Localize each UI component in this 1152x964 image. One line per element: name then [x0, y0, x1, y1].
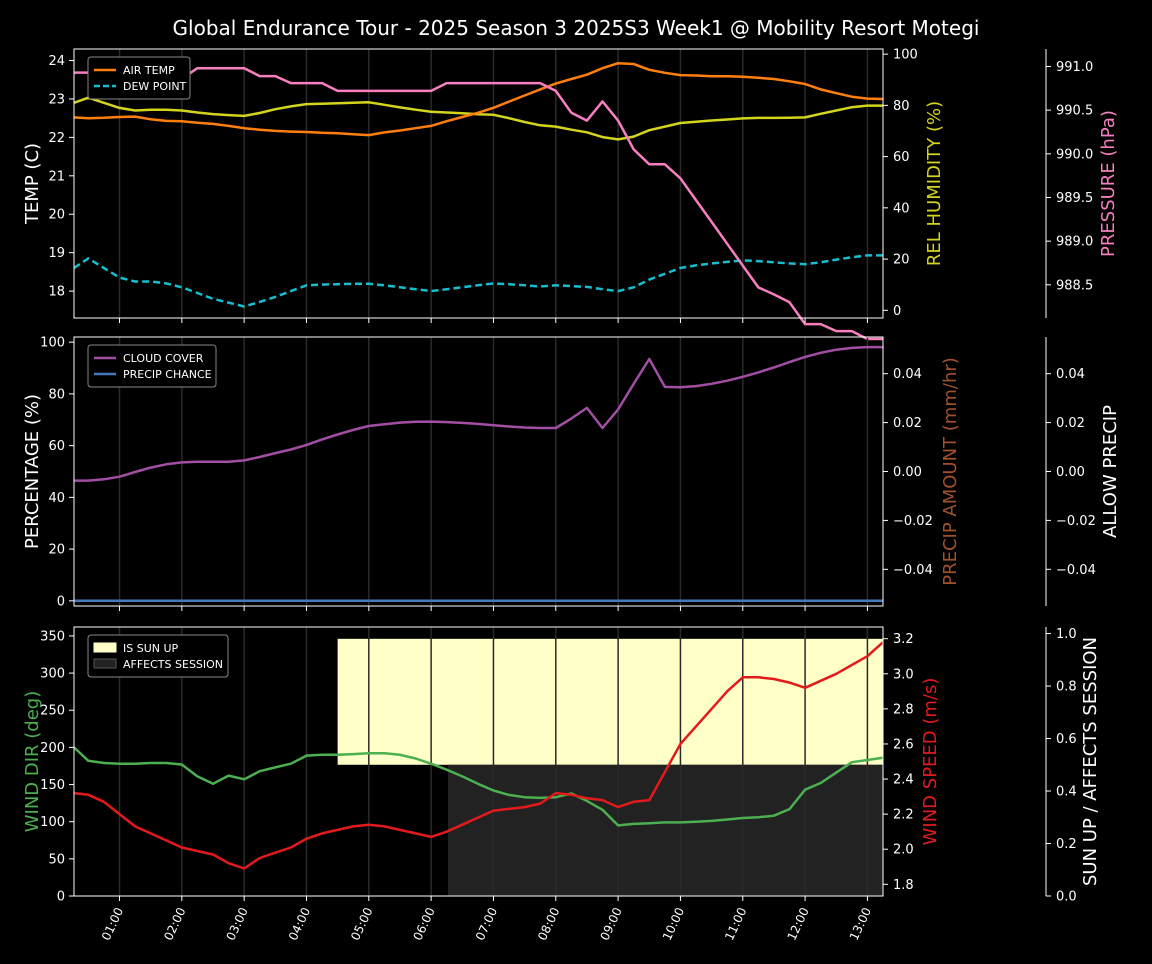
- y2-axis-title: REL HUMIDITY (%): [924, 101, 945, 266]
- y2-tick-label: 3.0: [893, 667, 914, 682]
- y2-tick-label: 989.5: [1056, 191, 1093, 206]
- y2-tick-label: 0.02: [1056, 416, 1085, 431]
- humidity-line: [73, 96, 883, 141]
- y2-tick-label: 80: [893, 99, 910, 114]
- y2-tick-label: −0.04: [1056, 563, 1096, 578]
- y2-tick-label: 40: [893, 201, 910, 216]
- legend-label: DEW POINT: [123, 80, 187, 93]
- y-tick-label: 300: [40, 667, 65, 682]
- y2-tick-label: 0.2: [1056, 837, 1077, 852]
- legend-label: CLOUD COVER: [123, 352, 204, 365]
- y2-tick-label: 1.0: [1056, 627, 1077, 642]
- y2-tick-label: −0.02: [1056, 514, 1096, 529]
- y2-tick-label: 2.4: [893, 773, 914, 788]
- y2-tick-label: 990.0: [1056, 147, 1093, 162]
- y-tick-label: 40: [48, 491, 65, 506]
- y-tick-label: 19: [48, 246, 65, 261]
- y2-tick-label: 0.8: [1056, 680, 1077, 695]
- y-tick-label: 0: [57, 594, 65, 609]
- wind-speed-line: [73, 641, 884, 870]
- y2-tick-label: 991.0: [1056, 60, 1093, 75]
- y-tick-label: 100: [40, 815, 65, 830]
- y-tick-label: 23: [48, 92, 65, 107]
- precipitation-panel: 0 20 40 60 80 100 PERCENTAGE (%) −0.04 −0.02 0.00…: [22, 336, 1121, 611]
- y2-tick-label: 989.0: [1056, 235, 1093, 250]
- temperature-panel: 18 19 20 21 22 23 24 TEMP (C) 0 20 40 60 80 100 REL HU…: [22, 48, 1119, 341]
- y-tick-label: 50: [48, 852, 65, 867]
- y2-tick-label: 0.6: [1056, 732, 1077, 747]
- chart-title: Global Endurance Tour - 2025 Season 3 20…: [173, 16, 980, 40]
- y-axis-title: PERCENTAGE (%): [22, 394, 43, 549]
- y2-tick-label: 20: [893, 253, 910, 268]
- sun-up-area: [337, 638, 884, 765]
- legend-box: [87, 56, 191, 100]
- y-tick-label: 60: [48, 439, 65, 454]
- y2-tick-label: 0.4: [1056, 785, 1077, 800]
- y2-axis-title: WIND SPEED (m/s): [920, 678, 941, 846]
- y-axis-title: TEMP (C): [22, 143, 43, 225]
- y2-axis-title: PRESSURE (hPa): [1098, 110, 1119, 257]
- y2-tick-label: 3.2: [893, 632, 914, 647]
- y2-tick-label: 990.5: [1056, 104, 1093, 119]
- y2-axis-title: ALLOW PRECIP: [1100, 405, 1121, 538]
- chart-panels: 18 19 20 21 22 23 24 TEMP (C) 0 20 40 60 80 100 REL HU…: [22, 48, 1121, 943]
- y2-tick-label: 0.04: [893, 367, 922, 382]
- y-tick-label: 22: [48, 131, 65, 146]
- y-tick-label: 250: [40, 704, 65, 719]
- legend-label: PRECIP CHANCE: [123, 368, 212, 381]
- y-tick-label: 24: [48, 54, 65, 69]
- pressure-line: [74, 56, 883, 341]
- dew-point-line: [73, 254, 883, 308]
- y2-tick-label: 0.02: [893, 416, 922, 431]
- y-tick-label: 150: [40, 778, 65, 793]
- legend-swatch: [93, 658, 117, 669]
- y-tick-label: 20: [48, 543, 65, 558]
- y-tick-label: 21: [48, 169, 65, 184]
- y2-tick-label: 1.8: [893, 878, 914, 893]
- y2-tick-label: 2.8: [893, 702, 914, 717]
- legend-box: [87, 634, 229, 678]
- y2-tick-label: 0: [893, 304, 901, 319]
- y2-tick-label: −0.04: [893, 563, 933, 578]
- axes-frame: [73, 626, 884, 897]
- y2-tick-label: 988.5: [1056, 278, 1093, 293]
- y-axis-title: WIND DIR (deg): [22, 691, 43, 833]
- y-tick-label: 100: [40, 336, 65, 351]
- y-tick-label: 0: [57, 890, 65, 905]
- y2-tick-label: 100: [893, 48, 918, 63]
- y-tick-label: 80: [48, 387, 65, 402]
- y2-tick-label: 0.00: [893, 465, 922, 480]
- legend-label: AFFECTS SESSION: [123, 658, 223, 671]
- y-tick-label: 18: [48, 285, 65, 300]
- y2-axis-title: SUN UP / AFFECTS SESSION: [1080, 637, 1101, 886]
- legend-label: AIR TEMP: [123, 64, 175, 77]
- y2-tick-label: 60: [893, 150, 910, 165]
- axes-frame: [73, 48, 884, 319]
- y2-tick-label: −0.02: [893, 514, 933, 529]
- y2-tick-label: 2.6: [893, 737, 914, 752]
- y2-axis-title: PRECIP AMOUNT (mm/hr): [940, 357, 961, 586]
- wind-panel: 01:00 02:00 03:00 04:00 05:00 06:00 07:00 08:00…: [22, 626, 1101, 943]
- wind-dir-line: [73, 746, 884, 827]
- y-tick-label: 20: [48, 208, 65, 223]
- y-tick-label: 350: [40, 629, 65, 644]
- air-temp-line: [73, 61, 884, 137]
- legend-label: IS SUN UP: [123, 642, 179, 655]
- legend-swatch: [93, 642, 117, 653]
- y2-tick-label: 0.0: [1056, 890, 1077, 905]
- y2-tick-label: 2.2: [893, 808, 914, 823]
- y2-tick-label: 0.00: [1056, 465, 1085, 480]
- y2-tick-label: 0.04: [1056, 367, 1085, 382]
- y-tick-label: 200: [40, 741, 65, 756]
- legend-box: [87, 344, 217, 388]
- cloud-cover-line: [74, 345, 883, 482]
- y2-tick-label: 2.0: [893, 843, 914, 858]
